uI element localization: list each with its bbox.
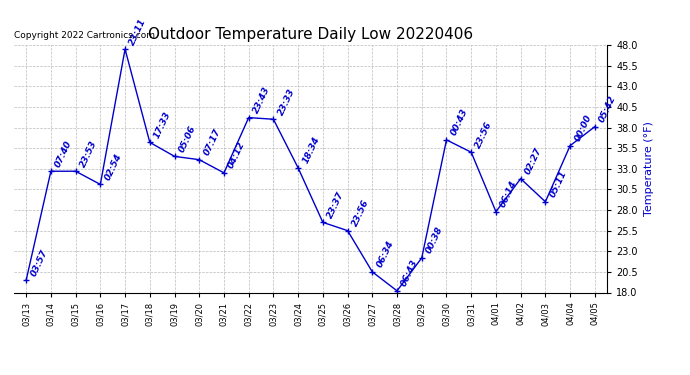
Title: Outdoor Temperature Daily Low 20220406: Outdoor Temperature Daily Low 20220406 bbox=[148, 27, 473, 42]
Text: 00:38: 00:38 bbox=[424, 225, 445, 255]
Text: 05:11: 05:11 bbox=[548, 169, 569, 199]
Text: 17:33: 17:33 bbox=[152, 110, 172, 140]
Text: 23:11: 23:11 bbox=[128, 16, 148, 46]
Text: 06:34: 06:34 bbox=[375, 239, 395, 269]
Text: 06:14: 06:14 bbox=[499, 179, 519, 209]
Text: 00:00: 00:00 bbox=[573, 113, 593, 143]
Text: 02:27: 02:27 bbox=[524, 146, 544, 176]
Text: 23:43: 23:43 bbox=[251, 85, 272, 115]
Text: 23:56: 23:56 bbox=[351, 198, 371, 228]
Text: 18:34: 18:34 bbox=[301, 135, 321, 165]
Y-axis label: Temperature (°F): Temperature (°F) bbox=[644, 122, 653, 216]
Text: 04:12: 04:12 bbox=[227, 140, 247, 170]
Text: 23:37: 23:37 bbox=[326, 190, 346, 220]
Text: 23:56: 23:56 bbox=[474, 120, 494, 150]
Text: Copyright 2022 Cartronics.com: Copyright 2022 Cartronics.com bbox=[14, 31, 155, 40]
Text: 05:06: 05:06 bbox=[177, 124, 197, 154]
Text: 05:42: 05:42 bbox=[598, 94, 618, 124]
Text: 06:43: 06:43 bbox=[400, 258, 420, 288]
Text: 07:17: 07:17 bbox=[202, 127, 222, 157]
Text: 03:57: 03:57 bbox=[29, 248, 49, 278]
Text: 07:40: 07:40 bbox=[54, 139, 74, 168]
Text: 02:54: 02:54 bbox=[103, 152, 124, 182]
Text: 23:33: 23:33 bbox=[276, 87, 297, 117]
Text: 00:43: 00:43 bbox=[449, 107, 469, 137]
Text: 23:53: 23:53 bbox=[79, 139, 99, 168]
